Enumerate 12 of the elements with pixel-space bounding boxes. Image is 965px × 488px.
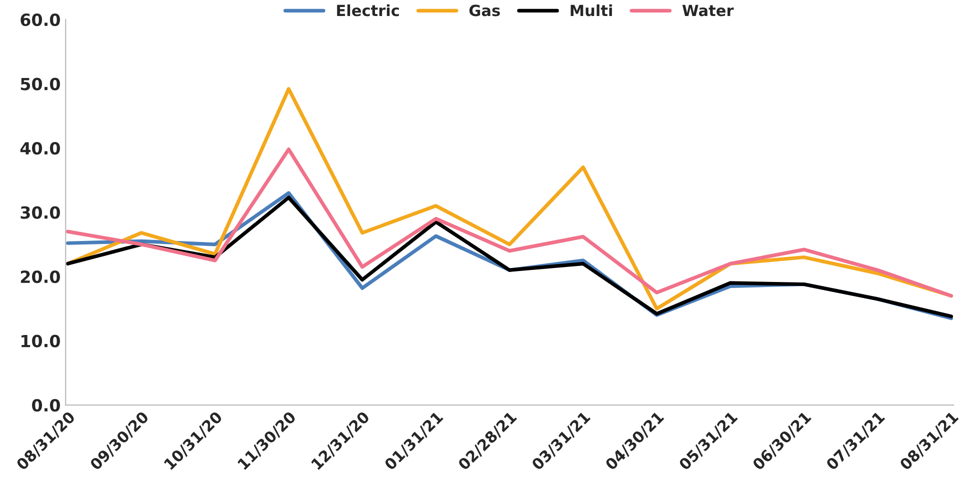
y-tick-label: 50.0 (20, 78, 60, 90)
y-tick-label: 40.0 (20, 142, 60, 155)
legend-label: Multi (570, 4, 612, 16)
line-series (66, 148, 954, 298)
legend-label: Electric (337, 4, 399, 16)
legend-label: Gas (469, 4, 500, 16)
y-tick-label: 20.0 (20, 270, 60, 284)
y-tick-label: 10.0 (22, 334, 60, 348)
y-tick-label: 30.0 (20, 206, 60, 219)
legend-label: Water (682, 4, 734, 16)
y-tick-label: 0.0 (32, 399, 60, 412)
y-tick-label: 60.0 (20, 13, 60, 26)
